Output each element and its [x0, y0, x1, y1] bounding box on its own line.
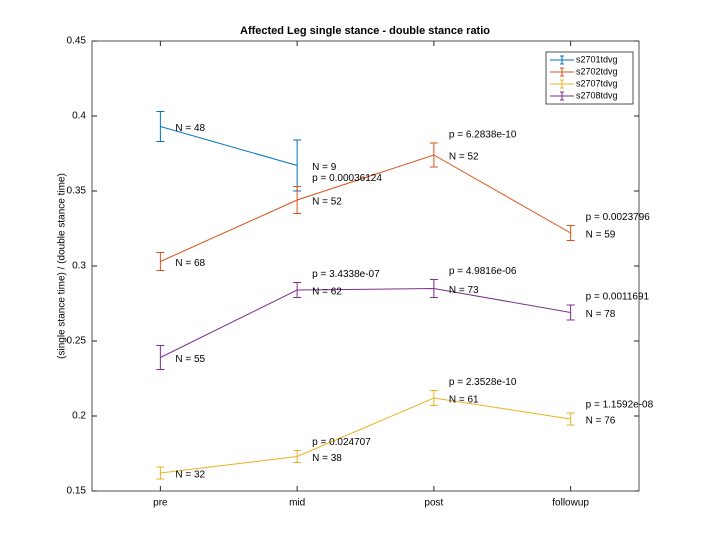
p-label: p = 0.0023796: [586, 212, 651, 223]
p-label: p = 0.0011691: [586, 292, 650, 303]
n-label: N = 68: [175, 258, 205, 269]
x-tick-label: followup: [552, 498, 589, 509]
legend-label: s2701tdvg: [576, 54, 618, 64]
y-axis-label: (single stance time) / (double stance ti…: [57, 173, 68, 359]
y-tick-label: 0.25: [67, 336, 87, 347]
p-label: p = 6.2838e-10: [449, 130, 517, 141]
error-bar: [293, 450, 302, 463]
x-tick-label: post: [424, 498, 443, 509]
legend-label: s2708tdvg: [576, 90, 618, 100]
n-label: N = 52: [449, 152, 479, 163]
error-bar: [293, 282, 302, 298]
y-tick-label: 0.4: [72, 111, 86, 122]
y-tick-label: 0.45: [67, 36, 87, 47]
error-bar: [566, 304, 575, 321]
p-label: p = 2.3528e-10: [449, 377, 517, 388]
error-bar: [293, 186, 302, 214]
error-bar: [566, 412, 575, 426]
y-tick-label: 0.35: [67, 186, 87, 197]
error-bar: [156, 111, 165, 142]
n-label: N = 55: [175, 354, 205, 365]
n-label: N = 9: [312, 162, 337, 173]
n-label: N = 59: [586, 230, 616, 241]
n-label: N = 76: [586, 416, 616, 427]
p-label: p = 0.024707: [312, 437, 371, 448]
y-tick-label: 0.3: [72, 261, 86, 272]
series-line: [160, 397, 571, 474]
y-tick-label: 0.2: [72, 411, 86, 422]
series-line: [160, 154, 571, 262]
series-line: [160, 126, 298, 166]
n-label: N = 38: [312, 453, 342, 464]
p-label: p = 1.1592e-08: [586, 400, 654, 411]
legend-label: s2702tdvg: [576, 66, 618, 76]
n-label: N = 32: [175, 470, 205, 481]
error-bar: [156, 466, 165, 480]
legend-label: s2707tdvg: [576, 78, 618, 88]
y-tick-label: 0.15: [67, 486, 87, 497]
x-tick-label: mid: [289, 498, 305, 509]
series-line: [160, 287, 571, 358]
error-bar: [429, 390, 438, 406]
p-label: p = 3.4338e-07: [312, 269, 380, 280]
x-tick-label: pre: [153, 498, 168, 509]
n-label: N = 48: [175, 123, 205, 134]
legend-box: [545, 51, 634, 105]
n-label: N = 73: [449, 285, 479, 296]
n-label: N = 78: [586, 309, 616, 320]
n-label: N = 52: [312, 197, 342, 208]
p-label: p = 4.9816e-06: [449, 266, 517, 277]
error-bar: [156, 345, 165, 370]
error-bar: [429, 142, 438, 168]
p-label: p = 0.00036124: [312, 173, 382, 184]
error-bar: [566, 225, 575, 241]
n-label: N = 62: [312, 287, 342, 298]
error-bar: [156, 252, 165, 271]
n-label: N = 61: [449, 395, 479, 406]
chart-title: Affected Leg single stance - double stan…: [240, 25, 490, 37]
error-bar: [429, 279, 438, 298]
